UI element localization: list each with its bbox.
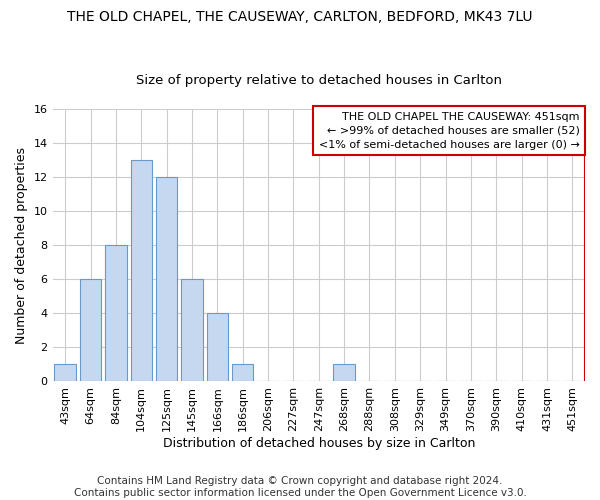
Text: Contains HM Land Registry data © Crown copyright and database right 2024.
Contai: Contains HM Land Registry data © Crown c…: [74, 476, 526, 498]
X-axis label: Distribution of detached houses by size in Carlton: Distribution of detached houses by size …: [163, 437, 475, 450]
Text: THE OLD CHAPEL THE CAUSEWAY: 451sqm
← >99% of detached houses are smaller (52)
<: THE OLD CHAPEL THE CAUSEWAY: 451sqm ← >9…: [319, 112, 580, 150]
Bar: [80, 280, 101, 382]
Y-axis label: Number of detached properties: Number of detached properties: [15, 146, 28, 344]
Title: Size of property relative to detached houses in Carlton: Size of property relative to detached ho…: [136, 74, 502, 87]
Bar: [105, 245, 127, 382]
Bar: [232, 364, 253, 382]
Bar: [334, 364, 355, 382]
Bar: [131, 160, 152, 382]
Bar: [206, 314, 228, 382]
Bar: [156, 177, 178, 382]
Bar: [55, 364, 76, 382]
Text: THE OLD CHAPEL, THE CAUSEWAY, CARLTON, BEDFORD, MK43 7LU: THE OLD CHAPEL, THE CAUSEWAY, CARLTON, B…: [67, 10, 533, 24]
Bar: [181, 280, 203, 382]
